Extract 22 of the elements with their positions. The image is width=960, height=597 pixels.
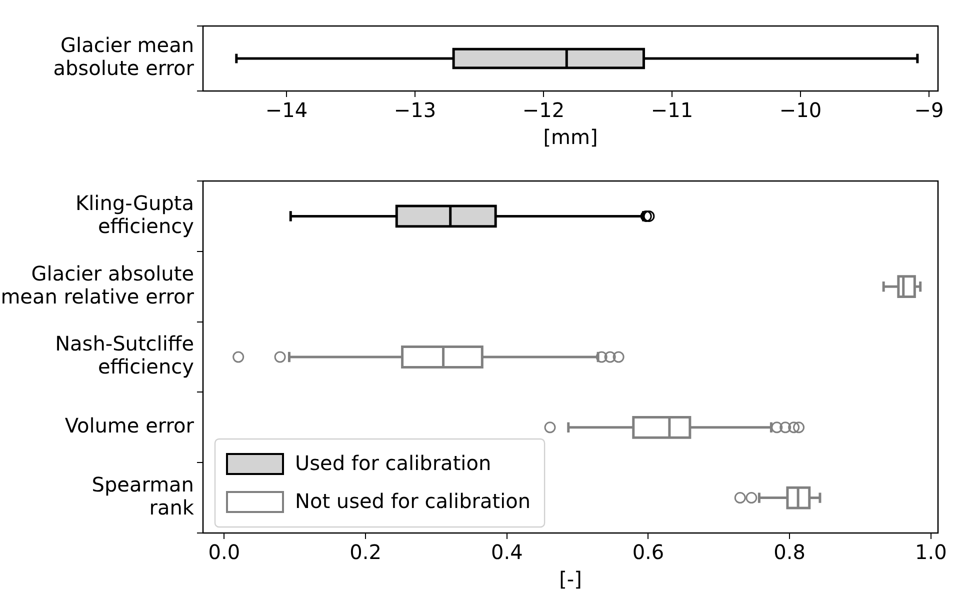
legend-label: Not used for calibration xyxy=(295,489,531,514)
y-tick-label: Glacier absolute mean relative error xyxy=(0,261,195,308)
legend-label: Used for calibration xyxy=(295,451,492,476)
y-tick-label: Spearman rank xyxy=(92,472,194,520)
y-tick-label: Kling-Gupta efficiency xyxy=(75,190,194,238)
x-tick-label: 0.6 xyxy=(632,540,664,564)
y-tick-label: Volume error xyxy=(64,414,195,438)
x-tick-label: −13 xyxy=(394,98,436,122)
x-tick-label: −12 xyxy=(522,98,565,122)
x-tick-label: 1.0 xyxy=(915,540,947,564)
y-tick-label: Nash-Sutcliffe efficiency xyxy=(55,332,194,379)
x-axis-title: [-] xyxy=(559,567,582,592)
y-tick-label: Glacier mean absolute error xyxy=(53,33,195,80)
x-tick-label: −11 xyxy=(650,98,694,122)
x-tick-label: 0.4 xyxy=(490,540,523,564)
x-axis-title: [mm] xyxy=(543,125,598,150)
x-tick-label: −9 xyxy=(914,98,944,122)
x-tick-label: −14 xyxy=(265,98,308,122)
x-tick-label: −10 xyxy=(779,98,822,122)
x-tick-label: 0.0 xyxy=(208,540,240,564)
x-tick-label: 0.2 xyxy=(350,540,382,564)
x-tick-label: 0.8 xyxy=(774,540,806,564)
